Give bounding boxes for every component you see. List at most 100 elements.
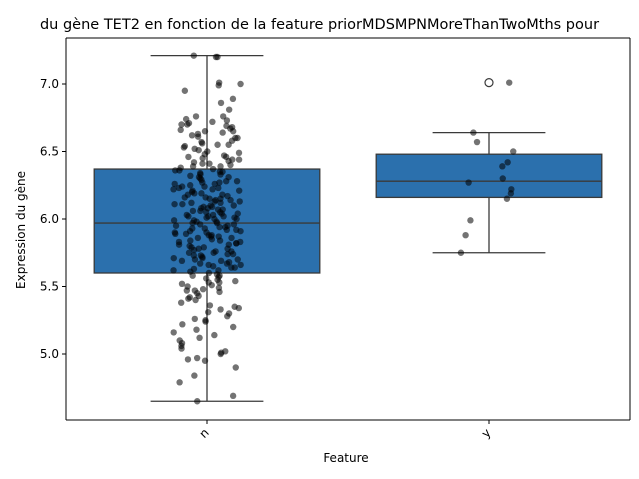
x-axis-label: Feature [323,451,368,465]
point-n-70 [206,195,213,202]
y-tick-label-0: 5.0 [40,347,59,361]
point-n-63 [170,186,177,193]
point-n-119 [237,261,244,269]
point-n-139 [216,288,223,296]
point-n-22 [219,129,226,136]
point-n-236 [231,264,238,271]
point-n-125 [205,269,213,277]
point-n-210 [229,250,237,258]
point-n-166 [217,350,224,358]
y-axis-label: Expression du gène [14,171,28,289]
point-n-86 [170,217,178,224]
y-tick-label-4: 7.0 [40,77,59,91]
point-n-194 [178,257,186,265]
point-n-118 [223,260,231,267]
point-n-231 [222,153,230,161]
point-y-0 [506,79,513,86]
point-n-245 [230,128,237,135]
point-n-246 [183,287,191,294]
point-n-12 [223,117,231,124]
point-n-196 [201,183,208,190]
point-n-9 [225,106,233,113]
point-n-153 [202,318,209,325]
point-n-171 [191,372,198,379]
point-n-193 [172,167,179,174]
point-n-1 [190,52,197,59]
point-n-16 [184,121,191,128]
point-n-172 [176,379,183,386]
point-n-147 [217,306,224,313]
plot-area: 5.0 5.5 6.0 6.5 7.0 n y [40,37,631,441]
point-n-229 [230,202,237,209]
point-n-8 [217,99,225,107]
point-n-156 [193,326,200,333]
chart-title: du gène TET2 en fonction de la feature p… [40,17,599,33]
point-n-71 [227,196,234,204]
point-n-20 [177,126,184,134]
point-n-110 [185,249,193,256]
point-n-185 [205,261,212,269]
point-n-11 [192,113,200,120]
point-n-155 [230,323,237,331]
point-n-32 [180,144,188,151]
point-y-2 [473,138,481,146]
point-n-178 [209,186,216,193]
point-n-208 [211,180,218,188]
point-n-204 [209,211,217,219]
point-n-247 [178,121,185,128]
point-y-3 [510,148,517,155]
point-y-10 [503,195,511,202]
point-y-1 [470,129,477,136]
point-n-66 [198,190,205,197]
point-n-150 [224,313,231,320]
point-n-190 [188,244,195,251]
point-n-36 [235,149,243,157]
point-n-241 [225,241,233,248]
point-n-228 [215,267,222,274]
point-y-9 [507,190,515,197]
point-n-206 [233,226,240,233]
point-n-235 [175,184,183,192]
point-n-60 [187,182,194,189]
point-n-244 [205,279,212,286]
point-n-240 [189,272,196,279]
point-n-154 [179,321,186,328]
point-n-216 [235,187,243,194]
point-n-104 [175,241,183,248]
point-n-5 [215,82,222,89]
point-n-39 [185,153,192,161]
point-n-214 [196,260,204,267]
point-n-205 [191,190,198,197]
point-n-195 [203,214,210,221]
point-n-157 [170,329,177,336]
point-n-222 [189,163,197,170]
point-y-7 [465,179,472,186]
point-n-192 [222,223,229,231]
box-y [375,153,603,199]
point-n-177 [186,227,194,235]
point-n-137 [199,286,207,293]
point-n-221 [230,221,238,228]
point-n-34 [195,146,202,154]
point-n-182 [190,252,198,259]
point-n-25 [194,133,202,140]
point-n-230 [190,217,198,224]
point-n-167 [193,354,201,362]
point-n-211 [188,199,195,206]
point-n-74 [171,200,178,208]
outlier-y-0 [484,78,494,88]
point-n-79 [189,207,197,215]
point-n-59 [171,180,178,188]
point-n-91 [216,223,223,231]
point-n-6 [181,87,189,94]
point-y-5 [499,163,506,170]
point-n-175 [236,198,243,205]
point-n-114 [170,254,177,262]
point-n-198 [217,195,224,202]
point-n-99 [228,234,235,242]
point-n-151 [191,315,199,323]
point-n-21 [201,128,209,135]
point-n-242 [219,168,226,175]
point-n-176 [185,213,192,220]
